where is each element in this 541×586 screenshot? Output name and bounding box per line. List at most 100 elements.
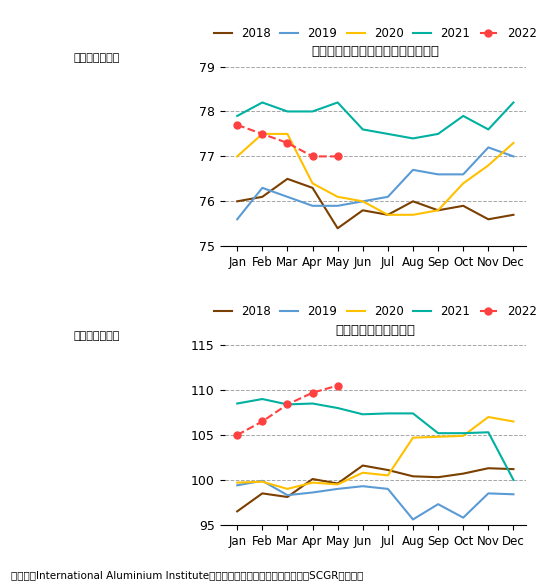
2021 — [234, 400, 240, 407]
2020 — [460, 432, 466, 440]
2021 — [485, 126, 492, 133]
2019 — [334, 202, 341, 209]
2022 — [259, 418, 266, 425]
2019 — [460, 171, 466, 178]
2018 — [334, 480, 341, 487]
2021 — [510, 476, 517, 483]
2020 — [510, 139, 517, 146]
2018 — [259, 193, 266, 200]
Text: （千トン／日）: （千トン／日） — [74, 332, 120, 342]
2020 — [460, 180, 466, 187]
2019 — [360, 483, 366, 490]
Line: 2021: 2021 — [237, 399, 513, 480]
2020 — [334, 481, 341, 488]
Legend: 2018, 2019, 2020, 2021, 2022: 2018, 2019, 2020, 2021, 2022 — [209, 22, 541, 45]
2020 — [385, 212, 391, 219]
Text: （千トン／日）: （千トン／日） — [74, 53, 120, 63]
2019 — [485, 144, 492, 151]
2018 — [284, 493, 291, 500]
Line: 2020: 2020 — [237, 417, 513, 489]
Line: 2018: 2018 — [237, 179, 513, 229]
Title: アルミ生産状況：中国: アルミ生産状況：中国 — [335, 324, 415, 337]
2018 — [460, 470, 466, 477]
2021 — [435, 131, 441, 138]
2022 — [259, 131, 266, 138]
2018 — [334, 225, 341, 232]
2019 — [435, 500, 441, 507]
2020 — [360, 198, 366, 205]
2020 — [284, 131, 291, 138]
2020 — [410, 434, 416, 441]
2022 — [234, 121, 240, 128]
2021 — [259, 99, 266, 106]
2021 — [309, 108, 316, 115]
2022 — [309, 389, 316, 396]
2019 — [510, 153, 517, 160]
2021 — [259, 396, 266, 403]
2018 — [234, 198, 240, 205]
2018 — [385, 466, 391, 473]
2018 — [435, 207, 441, 214]
Line: 2019: 2019 — [237, 148, 513, 219]
2021 — [360, 126, 366, 133]
Title: アルミ生産状況：中国除く世界合計: アルミ生産状況：中国除く世界合計 — [311, 45, 439, 59]
2022 — [284, 401, 291, 408]
2019 — [259, 477, 266, 484]
2018 — [435, 473, 441, 481]
Legend: 2018, 2019, 2020, 2021, 2022: 2018, 2019, 2020, 2021, 2022 — [209, 301, 541, 323]
Line: 2022: 2022 — [234, 121, 341, 160]
2021 — [284, 401, 291, 408]
Line: 2022: 2022 — [234, 382, 341, 438]
2022 — [334, 153, 341, 160]
2021 — [410, 410, 416, 417]
2020 — [435, 207, 441, 214]
2020 — [485, 162, 492, 169]
2020 — [284, 485, 291, 492]
Line: 2018: 2018 — [237, 465, 513, 512]
2019 — [234, 482, 240, 489]
2019 — [234, 216, 240, 223]
2018 — [234, 508, 240, 515]
2019 — [485, 490, 492, 497]
2018 — [360, 207, 366, 214]
2021 — [385, 131, 391, 138]
2022 — [309, 153, 316, 160]
2021 — [284, 108, 291, 115]
2022 — [284, 139, 291, 146]
2018 — [360, 462, 366, 469]
2019 — [385, 193, 391, 200]
2021 — [410, 135, 416, 142]
2018 — [410, 198, 416, 205]
2018 — [485, 465, 492, 472]
2020 — [360, 469, 366, 476]
2021 — [334, 99, 341, 106]
2019 — [259, 185, 266, 192]
2019 — [334, 485, 341, 492]
2020 — [334, 193, 341, 200]
2020 — [309, 180, 316, 187]
2018 — [510, 466, 517, 473]
2021 — [385, 410, 391, 417]
2018 — [410, 473, 416, 480]
2020 — [259, 131, 266, 138]
2021 — [435, 430, 441, 437]
2019 — [385, 485, 391, 492]
2019 — [410, 166, 416, 173]
2019 — [410, 516, 416, 523]
2019 — [284, 193, 291, 200]
2020 — [234, 479, 240, 486]
2020 — [435, 433, 441, 440]
2021 — [485, 429, 492, 436]
2019 — [284, 492, 291, 499]
2019 — [360, 198, 366, 205]
2018 — [385, 212, 391, 219]
2019 — [460, 514, 466, 521]
Line: 2019: 2019 — [237, 481, 513, 519]
2018 — [485, 216, 492, 223]
2020 — [234, 153, 240, 160]
2018 — [460, 202, 466, 209]
2021 — [510, 99, 517, 106]
Line: 2020: 2020 — [237, 134, 513, 215]
2020 — [309, 479, 316, 486]
2021 — [309, 400, 316, 407]
